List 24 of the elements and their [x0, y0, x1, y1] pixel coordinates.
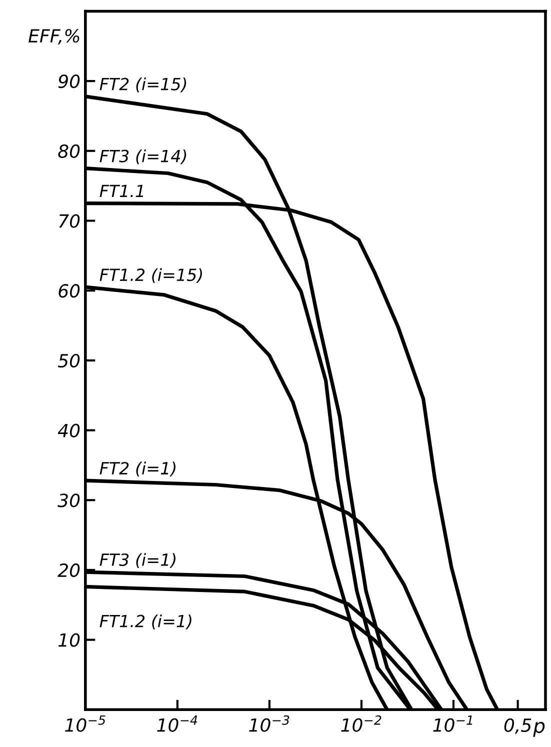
y-tick-label: 70	[59, 214, 80, 228]
series-label: FT1.2 (i=1)	[100, 614, 192, 630]
x-tick-label: 10$^{−2}$	[341, 715, 382, 732]
x-axis-title: p	[533, 722, 545, 737]
x-tick-label: 10$^{−4}$	[157, 716, 198, 732]
series-label: FT2 (i=15)	[100, 78, 186, 92]
series-label: FT1.1	[100, 184, 144, 198]
series-label: FT3 (i=14)	[100, 149, 186, 164]
y-tick-label: 60	[58, 284, 80, 298]
x-tick-label: 10$^{−1}$	[433, 716, 472, 732]
x-tick-label: 10$^{−5}$	[65, 716, 106, 732]
y-tick-label: 30	[58, 494, 80, 508]
x-tick-label: 0,5	[504, 718, 532, 734]
y-tick-label: 20	[58, 563, 80, 578]
y-tick-label: 10	[58, 633, 80, 647]
series-label: FT3 (i=1)	[100, 553, 176, 568]
series-label: FT2 (i=1)	[100, 462, 176, 477]
y-tick-label: 80	[58, 144, 80, 158]
series-label: FT1.2 (i=15)	[100, 268, 202, 284]
y-tick-label: 50	[58, 354, 80, 368]
y-axis-title: EFF,%	[28, 28, 80, 44]
x-tick-label: 10$^{−3}$	[249, 715, 290, 732]
y-tick-label: 40	[58, 424, 80, 438]
y-tick-label: 90	[58, 74, 80, 88]
